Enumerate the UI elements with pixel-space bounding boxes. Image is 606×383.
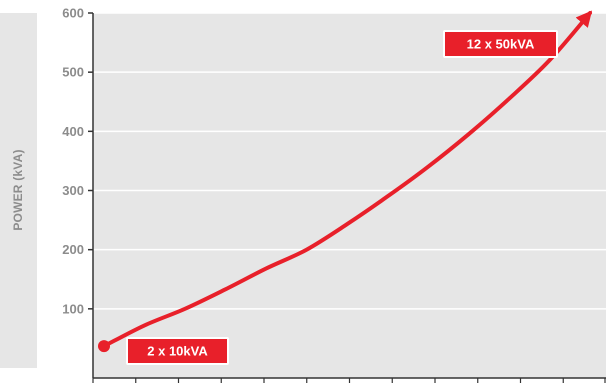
y-tick-label-300: 300	[62, 183, 84, 198]
y-tick-label-200: 200	[62, 242, 84, 257]
callout-label-end: 12 x 50kVA	[467, 37, 535, 52]
series-start-point	[98, 340, 110, 353]
series-line	[102, 10, 593, 349]
callout-end: 12 x 50kVA	[443, 30, 558, 58]
series-layer	[98, 10, 593, 353]
callouts: 2 x 10kVA 12 x 50kVA	[126, 30, 558, 365]
callout-start: 2 x 10kVA	[126, 337, 229, 365]
y-axis-label-band	[0, 13, 37, 368]
gridlines	[88, 12, 606, 310]
y-tick-label-600: 600	[62, 6, 84, 21]
y-tick-labels: 100 200 300 400 500 600	[62, 6, 84, 317]
callout-box-start	[126, 337, 229, 365]
callout-label-start: 2 x 10kVA	[147, 344, 208, 359]
y-tick-label-400: 400	[62, 124, 84, 139]
y-tick-label-100: 100	[62, 301, 84, 316]
axes	[92, 13, 606, 383]
plot-background	[93, 13, 606, 378]
y-tick-label-500: 500	[62, 65, 84, 80]
callout-box-end	[443, 30, 558, 58]
